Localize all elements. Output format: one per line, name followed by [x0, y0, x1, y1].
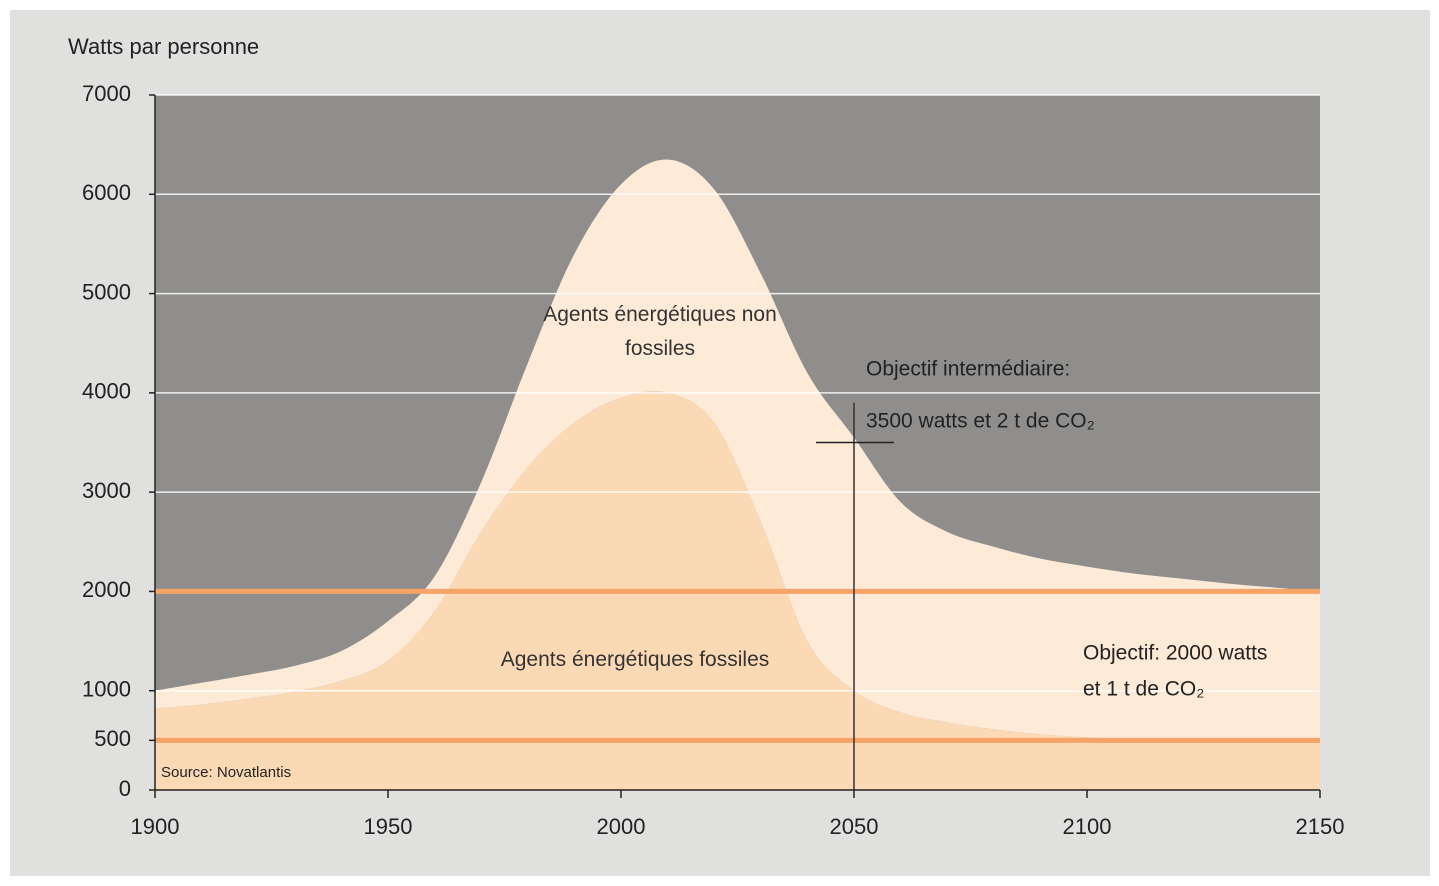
annotation: Objectif intermédiaire: — [866, 358, 1070, 381]
y-tick-label: 3000 — [82, 478, 131, 503]
x-tick-label: 1950 — [364, 814, 413, 839]
x-tick-label: 2000 — [597, 814, 646, 839]
series-label: Agents énergétiques non fossiles — [543, 303, 777, 360]
y-tick-label: 2000 — [82, 577, 131, 602]
series-label: Agents énergétiques fossiles — [500, 648, 770, 671]
annotation: Objectif: 2000 watts — [1083, 642, 1267, 665]
y-tick-label: 500 — [94, 726, 131, 751]
y-tick-label: 5000 — [82, 279, 131, 304]
annotation: et 1 t de CO₂ — [1083, 678, 1204, 701]
x-tick-label: 2050 — [830, 814, 879, 839]
annotation: Source: Novatlantis — [161, 764, 291, 781]
y-axis-title: Watts par personne — [68, 34, 259, 59]
y-tick-label: 1000 — [82, 677, 131, 702]
x-tick-label: 2100 — [1063, 814, 1112, 839]
x-tick-label: 2150 — [1296, 814, 1345, 839]
area — [155, 159, 1320, 741]
y-tick-label: 7000 — [82, 81, 131, 106]
y-tick-label: 0 — [119, 776, 131, 801]
y-tick-label: 4000 — [82, 379, 131, 404]
annotation: 3500 watts et 2 t de CO₂ — [866, 410, 1095, 433]
x-tick-label: 1900 — [131, 814, 180, 839]
y-tick-label: 6000 — [82, 180, 131, 205]
